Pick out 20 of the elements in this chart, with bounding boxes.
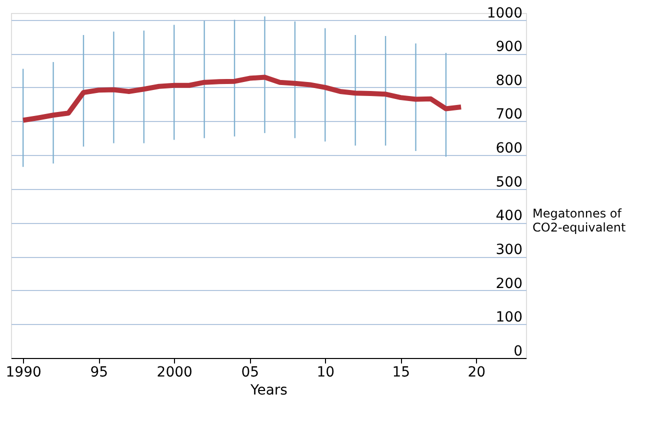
y-axis-title: Megatonnes of CO2-equivalent (532, 206, 626, 234)
x-tick-label: 2000 (156, 364, 192, 380)
x-tick-label: 95 (90, 364, 108, 380)
x-tick-label: 20 (468, 364, 486, 380)
y-tick-label: 500 (496, 174, 522, 190)
x-tick-label: 10 (316, 364, 335, 380)
y-tick-label: 700 (496, 106, 522, 123)
y-tick-label: 900 (496, 39, 522, 56)
y-tick-label: 100 (496, 310, 522, 326)
x-tick-label: 15 (392, 364, 410, 380)
y-tick-label: 300 (496, 242, 522, 258)
y-tick-label: 200 (496, 276, 522, 292)
y-tick-label: 1000 (486, 5, 522, 22)
y-tick-label: 0 (514, 344, 522, 360)
x-tick-label: 05 (241, 364, 260, 380)
y-tick-label: 600 (496, 140, 522, 157)
x-tick-label: 1990 (6, 364, 42, 380)
y-tick-label: 400 (496, 208, 522, 224)
y-tick-label: 800 (496, 72, 522, 89)
x-axis-title: Years (250, 382, 288, 398)
